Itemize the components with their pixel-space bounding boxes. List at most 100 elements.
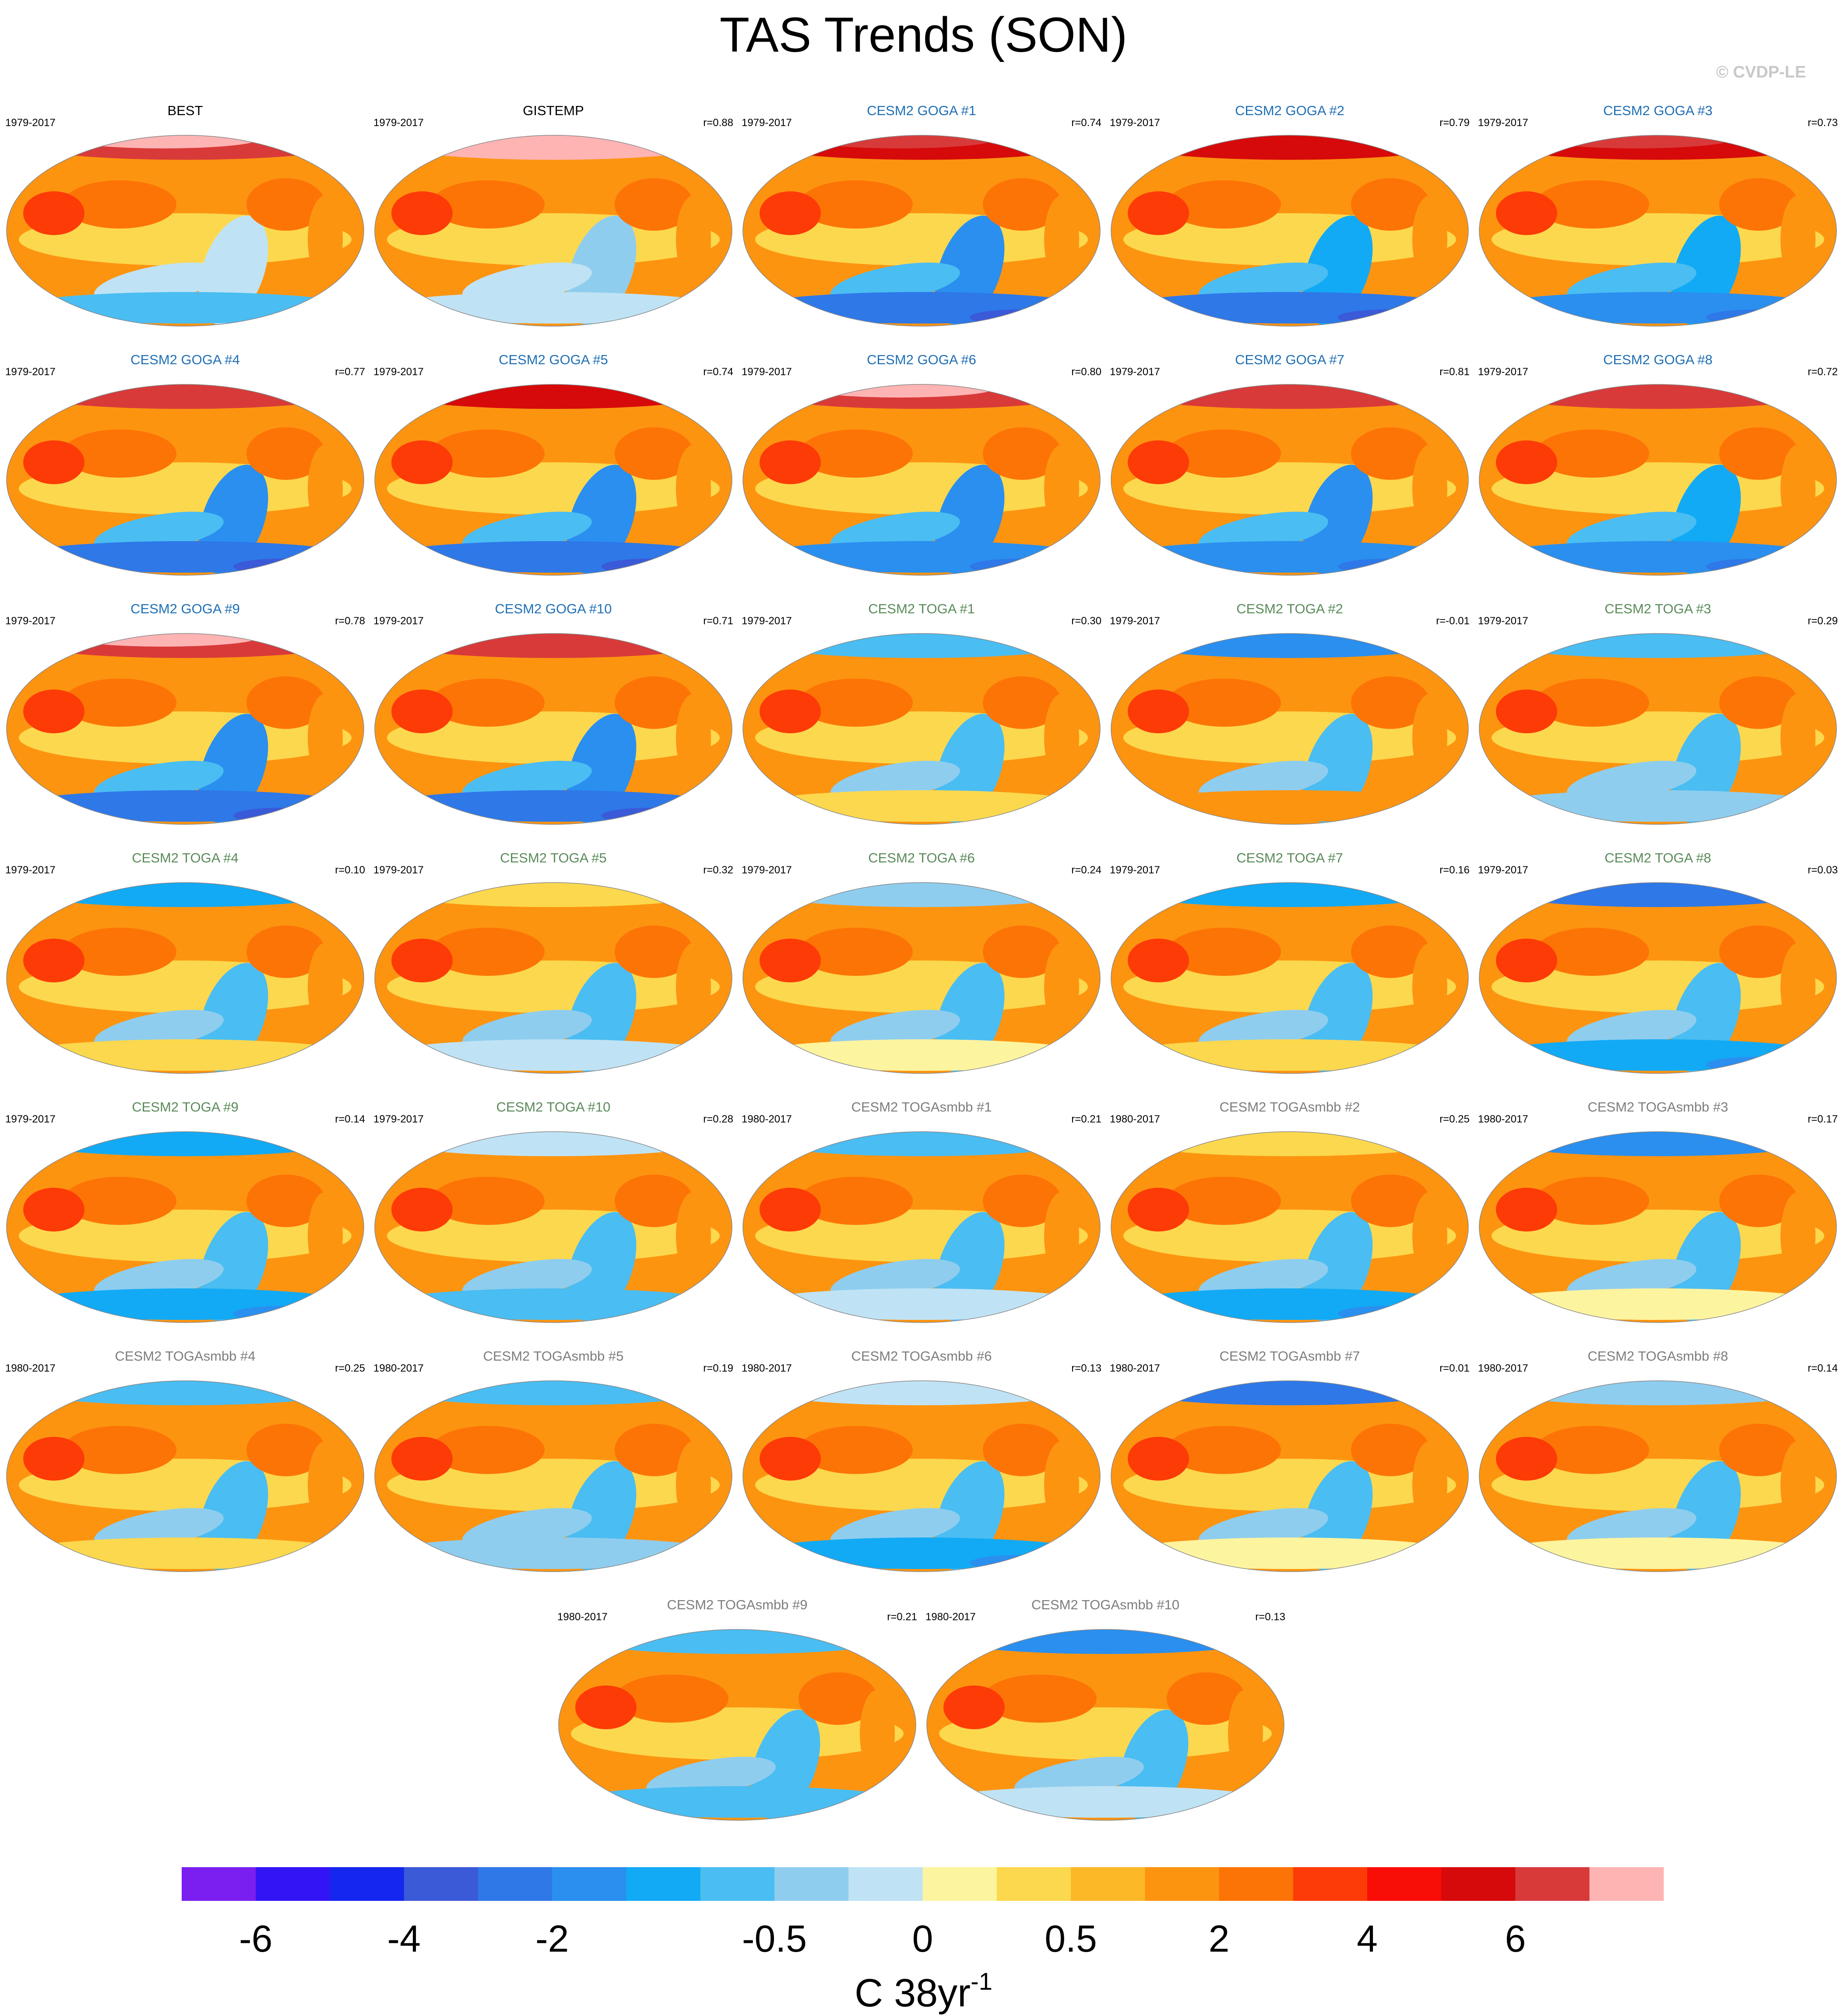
panel-correlation: r=0.10 bbox=[335, 864, 365, 876]
map-outline bbox=[742, 1380, 1101, 1572]
map-plot bbox=[6, 1131, 364, 1323]
colorbar-swatch bbox=[848, 1867, 923, 1901]
map-panel: CESM2 TOGA #1 1979-2017 r=0.30 bbox=[742, 601, 1101, 837]
map-panel: CESM2 TOGA #5 1979-2017 r=0.32 bbox=[373, 850, 733, 1087]
map-plot bbox=[6, 1380, 364, 1572]
southern-ocean-field bbox=[14, 292, 356, 324]
antarctic-core-field bbox=[1338, 808, 1434, 823]
map-outline bbox=[374, 1380, 732, 1572]
panel-correlation: r=0.88 bbox=[703, 117, 733, 129]
asia-land-field bbox=[63, 679, 176, 727]
south-america-field bbox=[1044, 196, 1079, 283]
arctic-core-field bbox=[67, 135, 260, 148]
map-plot bbox=[374, 135, 732, 327]
map-plot bbox=[1479, 384, 1837, 576]
map-panel: CESM2 GOGA #9 1979-2017 r=0.78 bbox=[5, 601, 365, 837]
map-panel: CESM2 TOGA #3 1979-2017 r=0.29 bbox=[1478, 601, 1838, 837]
panel-title: CESM2 TOGAsmbb #2 bbox=[1219, 1099, 1360, 1115]
asia-land-field bbox=[431, 928, 545, 976]
colorbar-swatch bbox=[626, 1867, 701, 1901]
panel-correlation: r=-0.01 bbox=[1436, 615, 1470, 627]
antarctic-core-field bbox=[602, 559, 698, 574]
south-america-field bbox=[1044, 1192, 1079, 1280]
panel-correlation: r=0.13 bbox=[1255, 1611, 1285, 1623]
panel-title: CESM2 TOGA #7 bbox=[1236, 850, 1343, 866]
map-panel: CESM2 TOGA #7 1979-2017 r=0.16 bbox=[1110, 850, 1470, 1087]
panel-correlation: r=0.79 bbox=[1439, 117, 1470, 129]
panel-years: 1979-2017 bbox=[5, 1113, 56, 1125]
colorbar-swatch bbox=[922, 1867, 997, 1901]
north-america-field bbox=[1351, 1175, 1430, 1227]
map-panel: CESM2 GOGA #6 1979-2017 r=0.80 bbox=[742, 352, 1101, 588]
north-america-field bbox=[983, 427, 1062, 480]
europe-land-field bbox=[575, 1685, 637, 1729]
antarctic-core-field bbox=[233, 1306, 330, 1322]
panel-years: 1980-2017 bbox=[925, 1611, 976, 1623]
south-america-field bbox=[1780, 1441, 1815, 1529]
arctic-core-field bbox=[1172, 1381, 1364, 1394]
asia-land-field bbox=[63, 1426, 176, 1474]
colorbar-tick-label: 4 bbox=[1357, 1918, 1378, 1960]
arctic-core-field bbox=[803, 633, 996, 647]
map-plot bbox=[1111, 1380, 1469, 1572]
europe-land-field bbox=[23, 1437, 84, 1481]
south-america-field bbox=[676, 943, 711, 1031]
map-panel: GISTEMP 1979-2017 r=0.88 bbox=[373, 103, 733, 339]
asia-land-field bbox=[1167, 180, 1281, 229]
asia-land-field bbox=[63, 928, 176, 976]
southern-ocean-field bbox=[1487, 1039, 1829, 1071]
panel-title: CESM2 TOGA #2 bbox=[1236, 601, 1343, 616]
europe-land-field bbox=[943, 1685, 1005, 1729]
europe-land-field bbox=[1496, 440, 1557, 484]
arctic-core-field bbox=[803, 135, 996, 148]
south-america-field bbox=[1412, 1441, 1447, 1529]
colorbar-swatch bbox=[182, 1867, 256, 1901]
antarctic-core-field bbox=[970, 808, 1066, 823]
map-outline bbox=[742, 633, 1101, 825]
panel-years: 1980-2017 bbox=[742, 1362, 792, 1374]
north-america-field bbox=[1719, 676, 1798, 729]
map-outline bbox=[374, 633, 732, 825]
map-outline bbox=[742, 384, 1101, 576]
north-america-field bbox=[1719, 178, 1798, 231]
map-outline bbox=[1479, 135, 1837, 327]
europe-land-field bbox=[1496, 1437, 1557, 1481]
map-plot bbox=[1479, 882, 1837, 1074]
antarctic-core-field bbox=[233, 1057, 330, 1073]
panel-years: 1979-2017 bbox=[373, 117, 424, 129]
panel-correlation: r=0.21 bbox=[1071, 1113, 1101, 1125]
map-plot bbox=[374, 882, 732, 1074]
panel-correlation: r=0.13 bbox=[1071, 1362, 1101, 1374]
map-outline bbox=[1479, 1380, 1837, 1572]
map-panel: CESM2 GOGA #2 1979-2017 r=0.79 bbox=[1110, 103, 1470, 339]
southern-ocean-field bbox=[566, 1786, 908, 1818]
arctic-core-field bbox=[1540, 1132, 1732, 1145]
antarctic-core-field bbox=[1338, 1555, 1434, 1571]
map-panel: CESM2 TOGAsmbb #8 1980-2017 r=0.14 bbox=[1478, 1348, 1838, 1585]
map-plot bbox=[1111, 384, 1469, 576]
asia-land-field bbox=[1535, 429, 1649, 478]
colorbar-tick-label: -2 bbox=[535, 1918, 569, 1960]
antarctic-core-field bbox=[1706, 1555, 1802, 1571]
north-america-field bbox=[615, 1424, 693, 1476]
south-america-field bbox=[1412, 1192, 1447, 1280]
antarctic-core-field bbox=[1706, 310, 1802, 325]
panel-title: CESM2 TOGA #1 bbox=[868, 601, 975, 616]
panel-years: 1979-2017 bbox=[5, 366, 56, 378]
colorbar-swatch bbox=[330, 1867, 405, 1901]
europe-land-field bbox=[23, 939, 84, 982]
southern-ocean-field bbox=[14, 1538, 356, 1569]
north-america-field bbox=[246, 925, 325, 978]
arctic-core-field bbox=[1172, 883, 1364, 896]
panel-title: GISTEMP bbox=[523, 103, 584, 118]
arctic-core-field bbox=[435, 633, 628, 647]
asia-land-field bbox=[1535, 1177, 1649, 1225]
panel-title: CESM2 GOGA #9 bbox=[130, 601, 240, 616]
panel-correlation: r=0.71 bbox=[703, 615, 733, 627]
map-panel: CESM2 GOGA #8 1979-2017 r=0.72 bbox=[1478, 352, 1838, 588]
antarctic-core-field bbox=[233, 808, 330, 823]
southern-ocean-field bbox=[14, 790, 356, 822]
asia-land-field bbox=[63, 180, 176, 229]
south-america-field bbox=[1780, 445, 1815, 532]
colorbar-swatch bbox=[1441, 1867, 1516, 1901]
